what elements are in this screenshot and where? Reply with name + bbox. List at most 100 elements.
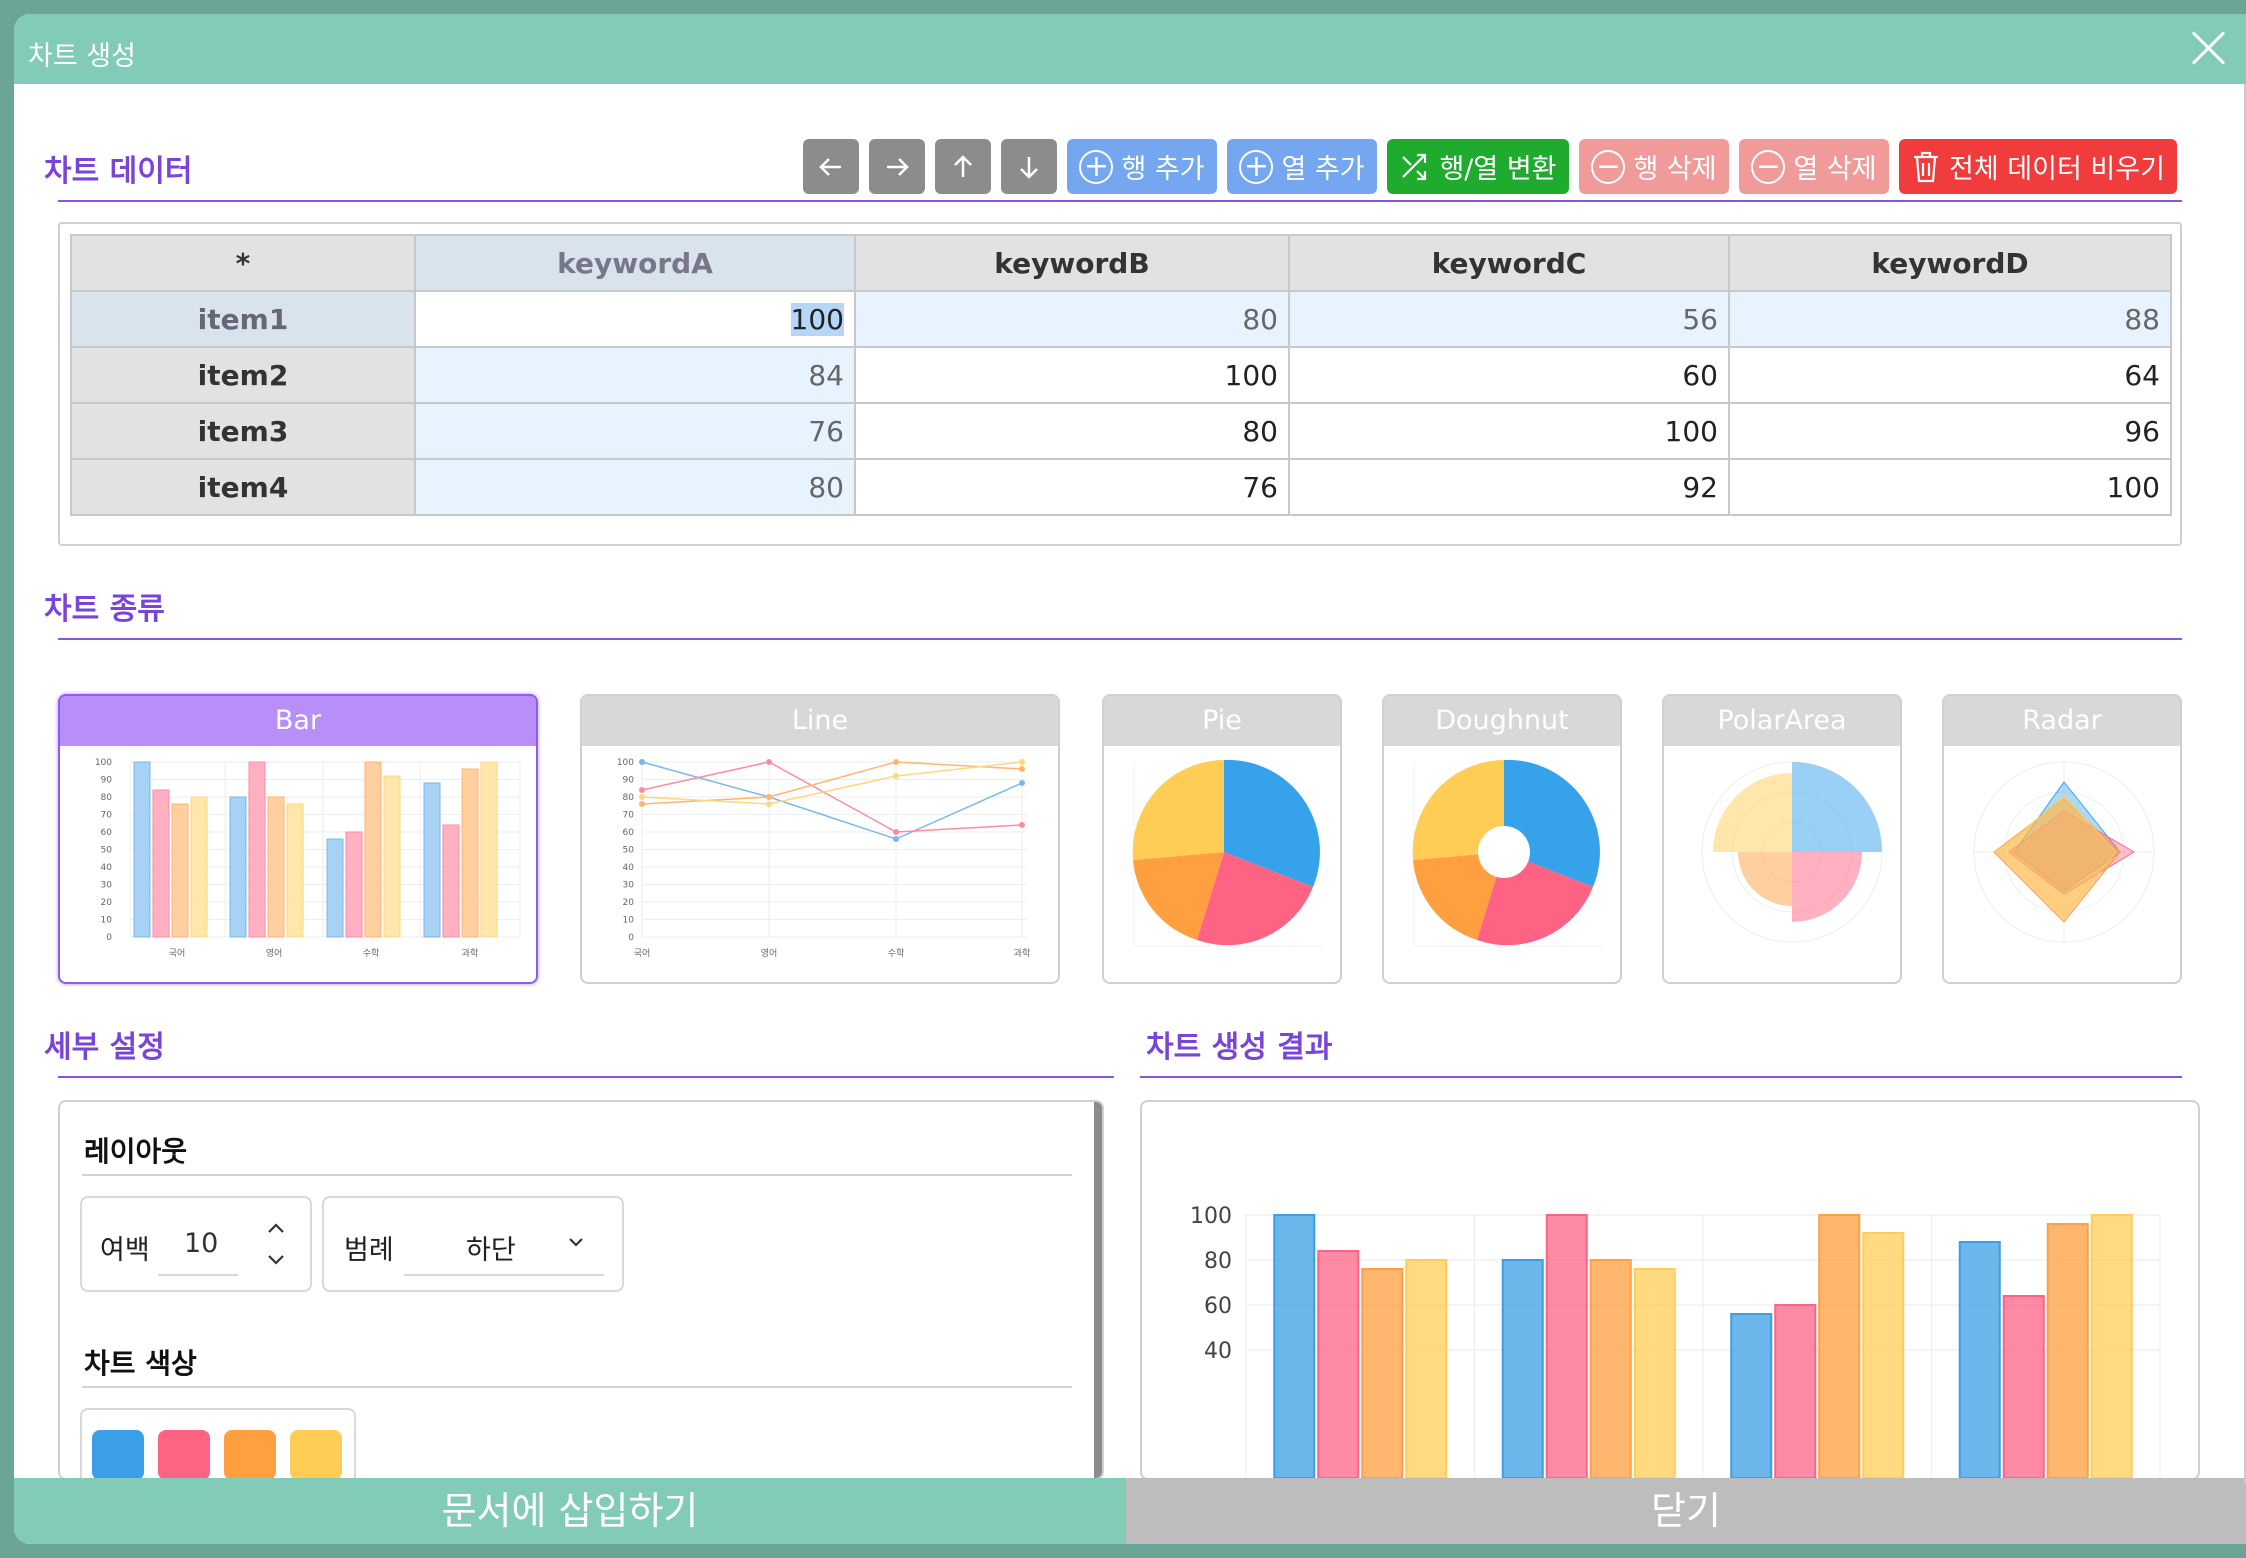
delete-row-button[interactable]: − 행 삭제 [1579, 139, 1729, 194]
row-header[interactable]: item1 [70, 290, 416, 348]
section-title-settings: 세부 설정 [44, 1030, 165, 1065]
y-tick-label: 80 [101, 793, 113, 803]
input-underline [158, 1274, 238, 1276]
close-icon[interactable] [2180, 20, 2236, 76]
chart-type-label: Doughnut [1384, 696, 1620, 746]
chart-dialog: 차트 생성 차트 데이터 + 행 추가 + 열 추가 행/열 변환 − 행 삭제… [14, 14, 2246, 1544]
table-row: item4 80 76 92 100 [70, 458, 2172, 516]
chart-type-doughnut[interactable]: Doughnut [1382, 694, 1622, 984]
column-header[interactable]: keywordC [1288, 234, 1730, 292]
divider [82, 1174, 1072, 1176]
insert-into-document-button[interactable]: 문서에 삽입하기 [14, 1478, 1126, 1544]
column-header[interactable]: keywordA [414, 234, 856, 292]
chart-bar [1545, 1214, 1588, 1478]
column-header[interactable]: keywordD [1728, 234, 2172, 292]
table-cell[interactable]: 92 [1288, 458, 1730, 516]
table-cell[interactable]: 76 [854, 458, 1290, 516]
table-cell[interactable]: 88 [1728, 290, 2172, 348]
scrollbar-track[interactable] [2244, 84, 2246, 1484]
y-tick-label: 100 [1190, 1204, 1232, 1229]
x-tick-label: 국어 [634, 948, 651, 959]
transpose-button[interactable]: 행/열 변환 [1387, 139, 1569, 194]
legend-select[interactable]: 하단 [466, 1235, 516, 1266]
add-column-button[interactable]: + 열 추가 [1227, 139, 1377, 194]
select-underline [404, 1274, 604, 1276]
chart-type-label: Pie [1104, 696, 1340, 746]
chart-bar [2046, 1223, 2089, 1478]
table-cell-active[interactable]: 100 [414, 290, 856, 348]
y-tick-label: 50 [101, 846, 113, 856]
chart-type-label: Line [582, 696, 1058, 746]
chart-type-pie[interactable]: Pie [1102, 694, 1342, 984]
table-cell[interactable]: 100 [854, 346, 1290, 404]
column-header[interactable]: keywordB [854, 234, 1290, 292]
x-tick-label: 영어 [761, 948, 778, 959]
chart-bar [1818, 1214, 1861, 1478]
move-right-button[interactable] [869, 139, 925, 194]
add-column-label: 열 추가 [1281, 154, 1365, 185]
corner-cell[interactable]: * [70, 234, 416, 292]
layout-title: 레이아웃 [84, 1135, 188, 1168]
color-swatch[interactable] [92, 1430, 144, 1480]
table-cell[interactable]: 80 [414, 458, 856, 516]
chart-bar [1273, 1214, 1316, 1478]
chart-type-line[interactable]: Line 100 90 80 70 60 50 40 30 20 10 0 국어 [580, 694, 1060, 984]
legend-field [322, 1196, 624, 1292]
move-up-button[interactable] [935, 139, 991, 194]
x-tick-label: 수학 [363, 948, 380, 959]
clear-all-button[interactable]: 전체 데이터 비우기 [1899, 139, 2177, 194]
row-header[interactable]: item4 [70, 458, 416, 516]
table-cell[interactable]: 80 [854, 290, 1290, 348]
x-tick-label: 국어 [169, 948, 186, 959]
y-tick-label: 90 [623, 776, 635, 786]
y-tick-label: 10 [623, 916, 635, 926]
transpose-label: 행/열 변환 [1439, 154, 1557, 185]
move-down-button[interactable] [1001, 139, 1057, 194]
chevron-down-icon[interactable] [564, 1234, 588, 1250]
y-tick-label: 40 [623, 863, 635, 873]
divider [82, 1386, 1072, 1388]
table-cell[interactable]: 80 [854, 402, 1290, 460]
y-tick-label: 20 [101, 898, 113, 908]
color-swatch[interactable] [224, 1430, 276, 1480]
stepper-arrows-icon[interactable] [264, 1218, 288, 1270]
chart-type-radar[interactable]: Radar [1942, 694, 2182, 984]
margin-label: 여백 [100, 1235, 150, 1266]
chart-bar [1405, 1259, 1448, 1478]
color-swatch[interactable] [290, 1430, 342, 1480]
trash-icon [1914, 151, 1939, 182]
y-tick-label: 20 [623, 898, 635, 908]
data-table-container [58, 222, 2182, 546]
close-button[interactable]: 닫기 [1126, 1478, 2246, 1544]
settings-scrollbar[interactable] [1094, 1102, 1102, 1478]
chart-type-label: Radar [1944, 696, 2180, 746]
bar-thumbnail: 100 90 80 70 60 50 40 30 20 10 0 국어 영어 수… [95, 758, 521, 959]
row-header[interactable]: item3 [70, 402, 416, 460]
chart-bar [2090, 1214, 2133, 1478]
color-swatch[interactable] [158, 1430, 210, 1480]
chart-type-polararea[interactable]: PolarArea [1662, 694, 1902, 984]
x-tick-label: 과학 [462, 948, 479, 959]
table-cell[interactable]: 96 [1728, 402, 2172, 460]
table-cell[interactable]: 56 [1288, 290, 1730, 348]
table-cell[interactable]: 76 [414, 402, 856, 460]
chart-type-bar[interactable]: Bar 100 90 80 70 60 50 40 30 20 10 0 국어 [58, 694, 538, 984]
arrow-down-icon [1020, 156, 1038, 179]
clear-all-label: 전체 데이터 비우기 [1949, 154, 2165, 185]
table-cell[interactable]: 100 [1728, 458, 2172, 516]
delete-column-button[interactable]: − 열 삭제 [1739, 139, 1889, 194]
table-cell[interactable]: 60 [1288, 346, 1730, 404]
margin-input[interactable]: 10 [184, 1228, 219, 1259]
chart-type-label: Bar [60, 696, 536, 746]
chart-bar [1774, 1304, 1817, 1478]
plus-circle-icon: + [1239, 149, 1274, 184]
table-cell[interactable]: 64 [1728, 346, 2172, 404]
table-cell[interactable]: 84 [414, 346, 856, 404]
y-tick-label: 60 [1204, 1294, 1232, 1319]
table-cell[interactable]: 100 [1288, 402, 1730, 460]
add-row-button[interactable]: + 행 추가 [1067, 139, 1217, 194]
move-left-button[interactable] [803, 139, 859, 194]
y-tick-label: 100 [617, 758, 634, 768]
chart-bar [1501, 1259, 1544, 1478]
row-header[interactable]: item2 [70, 346, 416, 404]
